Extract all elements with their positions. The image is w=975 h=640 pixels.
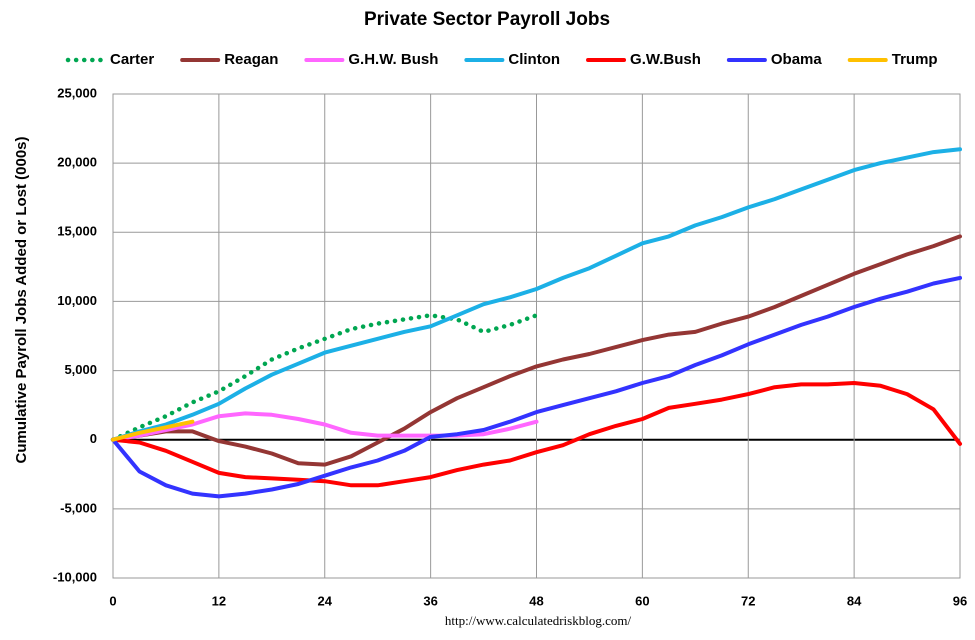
x-tick-label: 36 <box>423 593 437 608</box>
y-axis-label: Cumulative Payroll Jobs Added or Lost (0… <box>13 136 30 463</box>
legend-label: Carter <box>110 51 154 68</box>
series-line <box>111 381 962 488</box>
legend-label: G.H.W. Bush <box>348 51 438 68</box>
chart-title: Private Sector Payroll Jobs <box>364 9 610 30</box>
legend-label: G.W.Bush <box>630 51 701 68</box>
series-line <box>111 275 962 499</box>
y-tick-label: 5,000 <box>64 362 97 377</box>
x-tick-label: 12 <box>212 593 226 608</box>
series-line <box>111 411 539 442</box>
x-tick-label: 24 <box>318 593 333 608</box>
legend-label: Trump <box>892 51 938 68</box>
series-line <box>111 234 962 467</box>
legend-label: Obama <box>771 51 823 68</box>
x-tick-label: 0 <box>109 593 116 608</box>
x-tick-label: 48 <box>529 593 543 608</box>
source-annotation: http://www.calculatedriskblog.com/ <box>445 613 632 628</box>
legend-label: Reagan <box>224 51 278 68</box>
y-tick-label: 15,000 <box>57 224 97 239</box>
y-tick-label: -5,000 <box>60 500 97 515</box>
y-tick-label: -10,000 <box>53 569 97 584</box>
plot-border <box>112 93 961 579</box>
x-tick-label: 84 <box>847 593 862 608</box>
legend-label: Clinton <box>508 51 560 68</box>
series-line <box>111 419 195 442</box>
x-tick-label: 72 <box>741 593 755 608</box>
y-tick-label: 25,000 <box>57 85 97 100</box>
series-line <box>110 313 539 442</box>
x-tick-label: 96 <box>953 593 967 608</box>
series-line <box>111 147 962 442</box>
y-tick-label: 10,000 <box>57 293 97 308</box>
x-tick-label: 60 <box>635 593 649 608</box>
y-tick-label: 0 <box>90 431 97 446</box>
y-tick-label: 20,000 <box>57 155 97 170</box>
